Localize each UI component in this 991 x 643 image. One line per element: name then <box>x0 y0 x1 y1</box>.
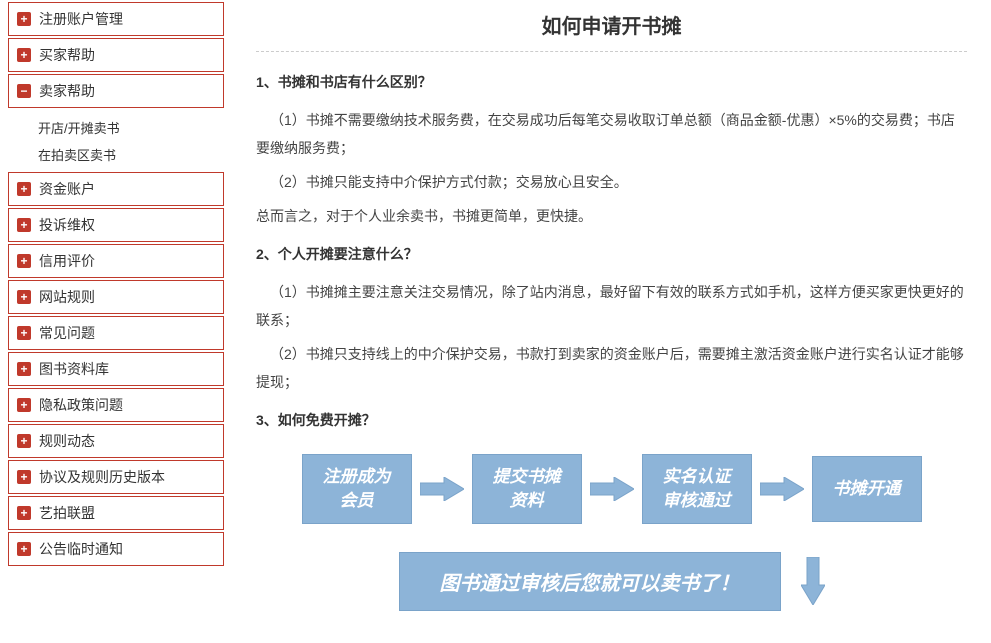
plus-icon: + <box>17 326 31 340</box>
sidebar-item-privacy[interactable]: + 隐私政策问题 <box>8 388 224 422</box>
plus-icon: + <box>17 434 31 448</box>
sidebar-item-label: 协议及规则历史版本 <box>39 467 165 487</box>
flow-step-1: 注册成为 会员 <box>302 454 412 524</box>
sidebar-item-label: 网站规则 <box>39 287 95 307</box>
plus-icon: + <box>17 182 31 196</box>
paragraph: （1）书摊不需要缴纳技术服务费，在交易成功后每笔交易收取订单总额（商品金额-优惠… <box>256 106 967 162</box>
flow-bottom-row: 图书通过审核后您就可以卖书了！ <box>256 552 967 611</box>
flow-step-label: 审核通过 <box>657 489 737 513</box>
sidebar-item-register-account[interactable]: + 注册账户管理 <box>8 2 224 36</box>
flowchart: 注册成为 会员 提交书摊 资料 实名认证 审核通过 书摊开通 <box>256 454 967 524</box>
sidebar-item-buyer-help[interactable]: + 买家帮助 <box>8 38 224 72</box>
plus-icon: + <box>17 542 31 556</box>
sidebar-item-announcements[interactable]: + 公告临时通知 <box>8 532 224 566</box>
sidebar: + 注册账户管理 + 买家帮助 − 卖家帮助 开店/开摊卖书 在拍卖区卖书 + … <box>0 0 232 621</box>
submenu-item-open-store[interactable]: 开店/开摊卖书 <box>8 114 224 141</box>
sidebar-item-label: 规则动态 <box>39 431 95 451</box>
arrow-right-icon <box>590 477 634 501</box>
flow-step-label: 资料 <box>487 489 567 513</box>
paragraph: （1）书摊摊主要注意关注交易情况，除了站内消息，最好留下有效的联系方式如手机，这… <box>256 278 967 334</box>
flow-step-2: 提交书摊 资料 <box>472 454 582 524</box>
paragraph: （2）书摊只支持线上的中介保护交易，书款打到卖家的资金账户后，需要摊主激活资金账… <box>256 340 967 396</box>
plus-icon: + <box>17 254 31 268</box>
sidebar-item-label: 投诉维权 <box>39 215 95 235</box>
sidebar-item-label: 艺拍联盟 <box>39 503 95 523</box>
flow-step-label: 注册成为 <box>317 465 397 489</box>
sidebar-item-history[interactable]: + 协议及规则历史版本 <box>8 460 224 494</box>
plus-icon: + <box>17 218 31 232</box>
sidebar-item-funds[interactable]: + 资金账户 <box>8 172 224 206</box>
arrow-right-icon <box>420 477 464 501</box>
flow-step-3: 实名认证 审核通过 <box>642 454 752 524</box>
sidebar-item-seller-help[interactable]: − 卖家帮助 <box>8 74 224 108</box>
sidebar-item-complaints[interactable]: + 投诉维权 <box>8 208 224 242</box>
plus-icon: + <box>17 362 31 376</box>
plus-icon: + <box>17 506 31 520</box>
sidebar-item-credit[interactable]: + 信用评价 <box>8 244 224 278</box>
sidebar-item-rule-updates[interactable]: + 规则动态 <box>8 424 224 458</box>
section-heading-2: 2、个人开摊要注意什么？ <box>256 244 967 264</box>
sidebar-item-label: 注册账户管理 <box>39 9 123 29</box>
plus-icon: + <box>17 398 31 412</box>
flow-step-4: 书摊开通 <box>812 456 922 522</box>
sidebar-item-site-rules[interactable]: + 网站规则 <box>8 280 224 314</box>
submenu-item-auction[interactable]: 在拍卖区卖书 <box>8 141 224 168</box>
sidebar-item-label: 买家帮助 <box>39 45 95 65</box>
section-heading-1: 1、书摊和书店有什么区别？ <box>256 72 967 92</box>
plus-icon: + <box>17 290 31 304</box>
minus-icon: − <box>17 84 31 98</box>
paragraph: 总而言之，对于个人业余卖书，书摊更简单，更快捷。 <box>256 202 967 230</box>
plus-icon: + <box>17 12 31 26</box>
arrow-down-icon <box>801 557 825 605</box>
sidebar-item-book-database[interactable]: + 图书资料库 <box>8 352 224 386</box>
arrow-right-icon <box>760 477 804 501</box>
sidebar-item-label: 图书资料库 <box>39 359 109 379</box>
flow-step-label: 实名认证 <box>657 465 737 489</box>
flow-step-label: 书摊开通 <box>827 477 907 501</box>
submenu-seller-help: 开店/开摊卖书 在拍卖区卖书 <box>8 110 224 172</box>
sidebar-item-label: 常见问题 <box>39 323 95 343</box>
flow-bottom-box: 图书通过审核后您就可以卖书了！ <box>399 552 781 611</box>
sidebar-item-label: 公告临时通知 <box>39 539 123 559</box>
sidebar-item-label: 信用评价 <box>39 251 95 271</box>
sidebar-item-label: 资金账户 <box>39 179 95 199</box>
plus-icon: + <box>17 48 31 62</box>
plus-icon: + <box>17 470 31 484</box>
sidebar-item-label: 隐私政策问题 <box>39 395 123 415</box>
sidebar-item-faq[interactable]: + 常见问题 <box>8 316 224 350</box>
main-content: 如何申请开书摊 1、书摊和书店有什么区别？ （1）书摊不需要缴纳技术服务费，在交… <box>232 0 991 621</box>
flow-step-label: 会员 <box>317 489 397 513</box>
page-title: 如何申请开书摊 <box>256 10 967 39</box>
section-heading-3: 3、如何免费开摊？ <box>256 410 967 430</box>
sidebar-item-label: 卖家帮助 <box>39 81 95 101</box>
divider <box>256 51 967 52</box>
flow-step-label: 提交书摊 <box>487 465 567 489</box>
sidebar-item-union[interactable]: + 艺拍联盟 <box>8 496 224 530</box>
paragraph: （2）书摊只能支持中介保护方式付款；交易放心且安全。 <box>256 168 967 196</box>
